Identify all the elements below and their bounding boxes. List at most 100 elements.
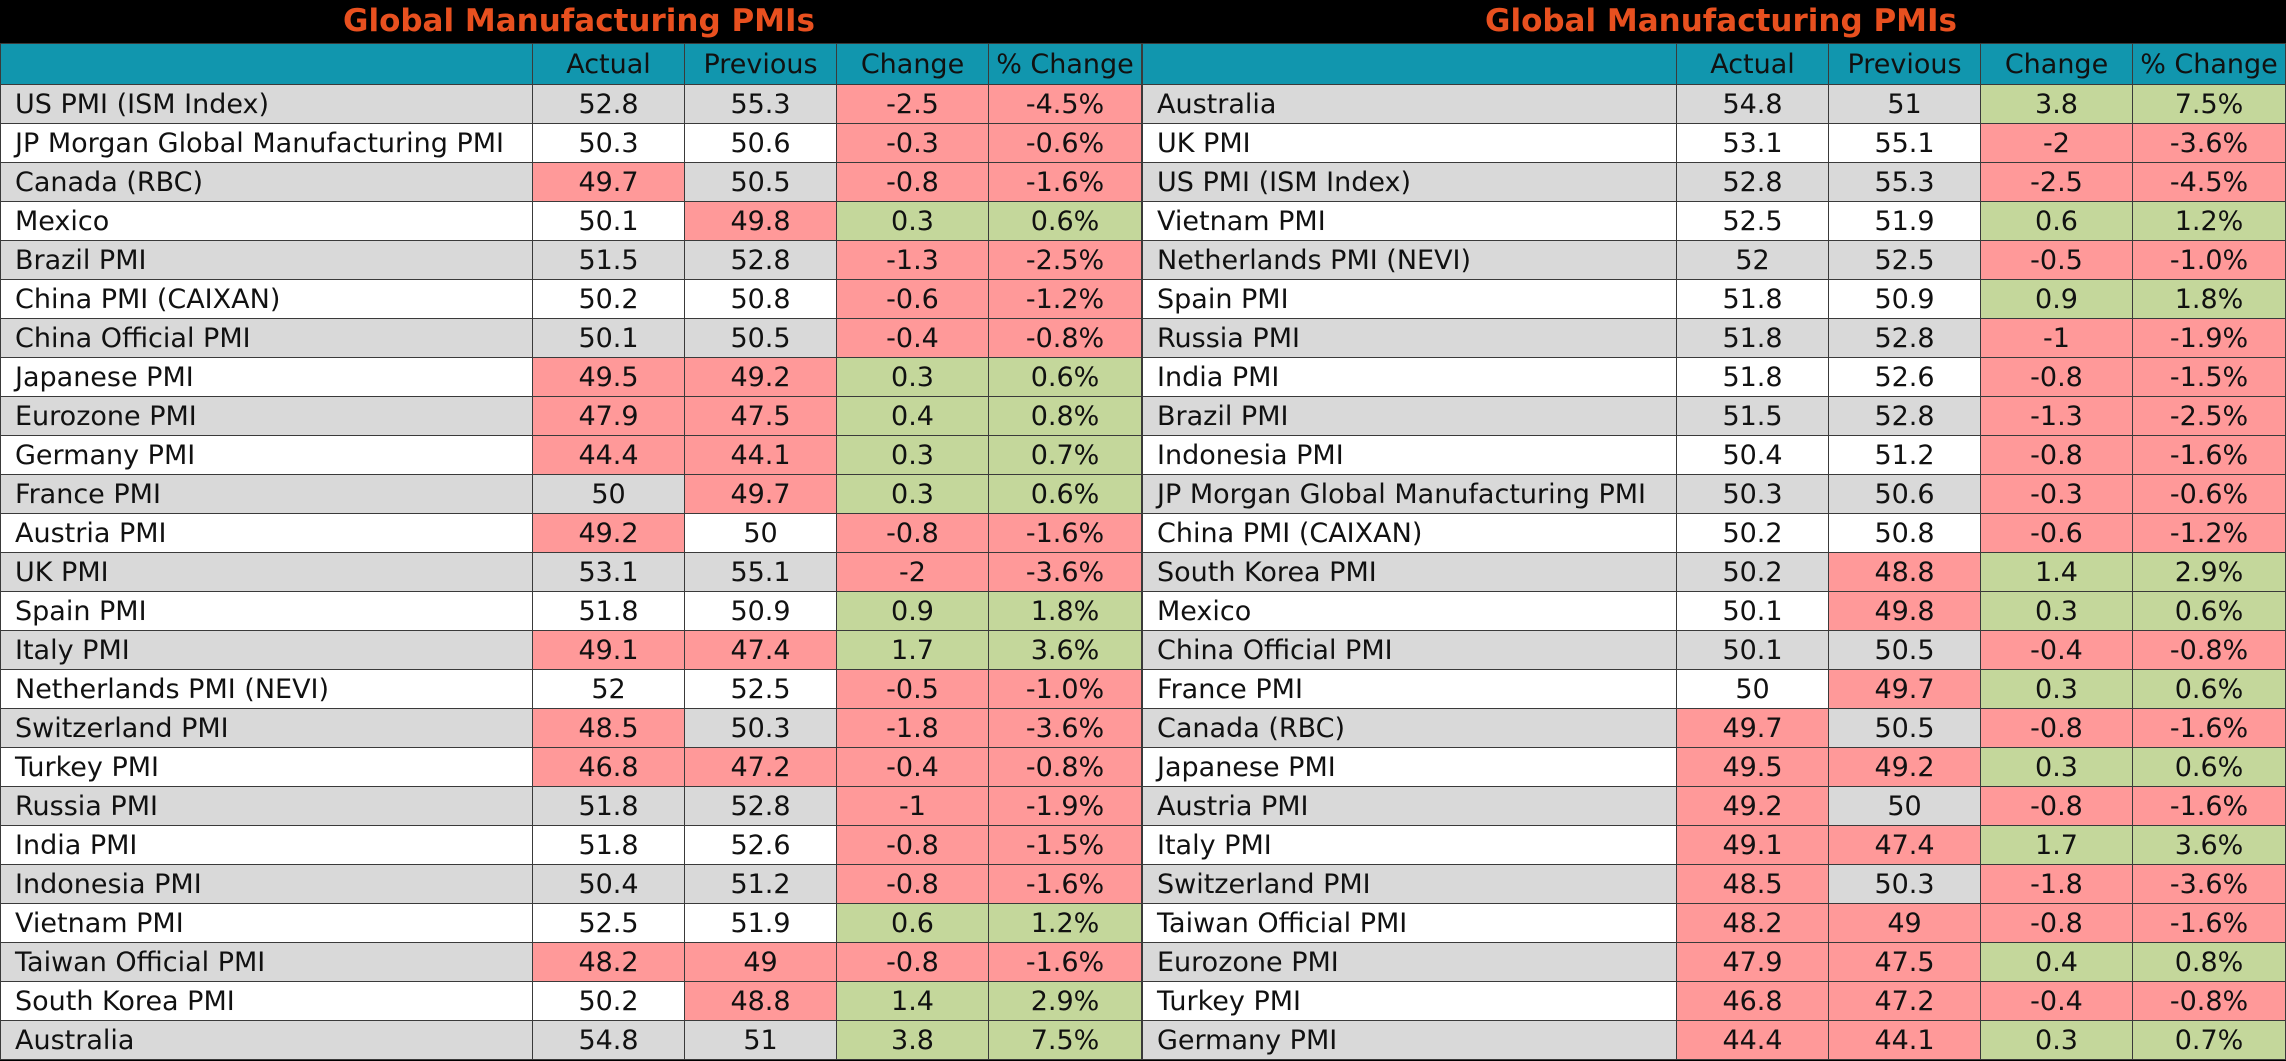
cell-actual: 50.1 (532, 318, 685, 358)
cell-change: -0.8 (1980, 357, 2133, 397)
cell-actual: 50.3 (532, 123, 685, 163)
cell-country: UK PMI (1142, 123, 1677, 163)
cell-previous: 47.2 (684, 747, 837, 787)
cell-change: 0.3 (1980, 747, 2133, 787)
cell-previous: 49.7 (1828, 669, 1981, 709)
cell-previous: 51.2 (1828, 435, 1981, 475)
cell-pct-change: 0.6% (2132, 591, 2286, 631)
cell-country: Taiwan Official PMI (0, 942, 533, 982)
cell-country: China PMI (CAIXAN) (1142, 513, 1677, 553)
cell-previous: 47.2 (1828, 981, 1981, 1021)
cell-previous: 49 (684, 942, 837, 982)
cell-actual: 48.5 (1676, 864, 1829, 904)
cell-change: -0.6 (1980, 513, 2133, 553)
cell-change: -2.5 (836, 84, 989, 124)
table-row: Russia PMI 51.8 52.8 -1 -1.9% (1142, 318, 2286, 358)
cell-country: Netherlands PMI (NEVI) (0, 669, 533, 709)
table-row: Netherlands PMI (NEVI) 52 52.5 -0.5 -1.0% (1142, 240, 2286, 280)
table-row: Switzerland PMI 48.5 50.3 -1.8 -3.6% (0, 708, 1142, 748)
table-row: Taiwan Official PMI 48.2 49 -0.8 -1.6% (1142, 903, 2286, 943)
cell-pct-change: 7.5% (988, 1020, 1142, 1060)
cell-pct-change: -1.9% (988, 786, 1142, 826)
cell-country: Austria PMI (1142, 786, 1677, 826)
cell-change: -0.8 (1980, 786, 2133, 826)
cell-previous: 52.6 (684, 825, 837, 865)
cell-previous: 44.1 (1828, 1020, 1981, 1060)
cell-pct-change: -1.6% (988, 513, 1142, 553)
cell-country: Austria PMI (0, 513, 533, 553)
cell-country: US PMI (ISM Index) (0, 84, 533, 124)
cell-actual: 47.9 (532, 396, 685, 436)
col-header-previous: Previous (684, 43, 837, 85)
cell-previous: 51.2 (684, 864, 837, 904)
cell-country: South Korea PMI (1142, 552, 1677, 592)
cell-change: -1.3 (836, 240, 989, 280)
cell-country: Australia (0, 1020, 533, 1060)
cell-actual: 51.8 (1676, 318, 1829, 358)
cell-pct-change: -0.8% (2132, 630, 2286, 670)
cell-pct-change: 0.7% (2132, 1020, 2286, 1060)
cell-pct-change: -2.5% (988, 240, 1142, 280)
table-row: JP Morgan Global Manufacturing PMI 50.3 50… (0, 123, 1142, 163)
table-row: Austria PMI 49.2 50 -0.8 -1.6% (0, 513, 1142, 553)
table-row: Taiwan Official PMI 48.2 49 -0.8 -1.6% (0, 942, 1142, 982)
cell-pct-change: -0.6% (2132, 474, 2286, 514)
cell-change: 0.9 (1980, 279, 2133, 319)
left-title: Global Manufacturing PMIs (343, 3, 815, 39)
cell-actual: 51.8 (1676, 279, 1829, 319)
cell-change: -0.5 (836, 669, 989, 709)
cell-actual: 47.9 (1676, 942, 1829, 982)
cell-change: -0.3 (1980, 474, 2133, 514)
cell-previous: 50.3 (1828, 864, 1981, 904)
cell-change: -2 (836, 552, 989, 592)
cell-previous: 49 (1828, 903, 1981, 943)
table-row: Germany PMI 44.4 44.1 0.3 0.7% (0, 435, 1142, 475)
table-row: Indonesia PMI 50.4 51.2 -0.8 -1.6% (0, 864, 1142, 904)
cell-pct-change: -1.5% (2132, 357, 2286, 397)
cell-pct-change: -1.6% (2132, 708, 2286, 748)
cell-actual: 50.1 (1676, 630, 1829, 670)
cell-country: Spain PMI (1142, 279, 1677, 319)
cell-actual: 50.2 (1676, 552, 1829, 592)
cell-country: South Korea PMI (0, 981, 533, 1021)
cell-pct-change: -1.9% (2132, 318, 2286, 358)
table-row: China Official PMI 50.1 50.5 -0.4 -0.8% (1142, 630, 2286, 670)
table-row: Brazil PMI 51.5 52.8 -1.3 -2.5% (0, 240, 1142, 280)
col-header-previous: Previous (1828, 43, 1981, 85)
table-row: Australia 54.8 51 3.8 7.5% (1142, 84, 2286, 124)
cell-previous: 50.3 (684, 708, 837, 748)
cell-change: 3.8 (836, 1020, 989, 1060)
cell-country: JP Morgan Global Manufacturing PMI (1142, 474, 1677, 514)
cell-previous: 49.2 (684, 357, 837, 397)
cell-change: 0.3 (836, 201, 989, 241)
cell-country: JP Morgan Global Manufacturing PMI (0, 123, 533, 163)
cell-change: 0.3 (1980, 1020, 2133, 1060)
cell-change: -2.5 (1980, 162, 2133, 202)
table-row: Australia 54.8 51 3.8 7.5% (0, 1020, 1142, 1060)
cell-country: India PMI (1142, 357, 1677, 397)
cell-country: Switzerland PMI (1142, 864, 1677, 904)
cell-change: -0.8 (836, 942, 989, 982)
table-row: Canada (RBC) 49.7 50.5 -0.8 -1.6% (0, 162, 1142, 202)
cell-change: -0.8 (1980, 435, 2133, 475)
cell-country: Vietnam PMI (0, 903, 533, 943)
cell-change: -2 (1980, 123, 2133, 163)
cell-actual: 51.8 (532, 786, 685, 826)
col-header-pct-change: % Change (2132, 43, 2286, 85)
cell-change: 0.4 (1980, 942, 2133, 982)
cell-change: -0.4 (1980, 630, 2133, 670)
table-row: Brazil PMI 51.5 52.8 -1.3 -2.5% (1142, 396, 2286, 436)
cell-previous: 52.5 (1828, 240, 1981, 280)
right-table: Actual Previous Change % Change Australi… (1142, 43, 2286, 1060)
cell-previous: 47.4 (684, 630, 837, 670)
table-row: Japanese PMI 49.5 49.2 0.3 0.6% (1142, 747, 2286, 787)
cell-pct-change: 7.5% (2132, 84, 2286, 124)
cell-country: Turkey PMI (1142, 981, 1677, 1021)
cell-change: 0.9 (836, 591, 989, 631)
cell-previous: 55.1 (684, 552, 837, 592)
cell-change: -0.5 (1980, 240, 2133, 280)
cell-actual: 54.8 (1676, 84, 1829, 124)
table-row: Russia PMI 51.8 52.8 -1 -1.9% (0, 786, 1142, 826)
col-header-name (1142, 43, 1677, 85)
table-row: France PMI 50 49.7 0.3 0.6% (0, 474, 1142, 514)
